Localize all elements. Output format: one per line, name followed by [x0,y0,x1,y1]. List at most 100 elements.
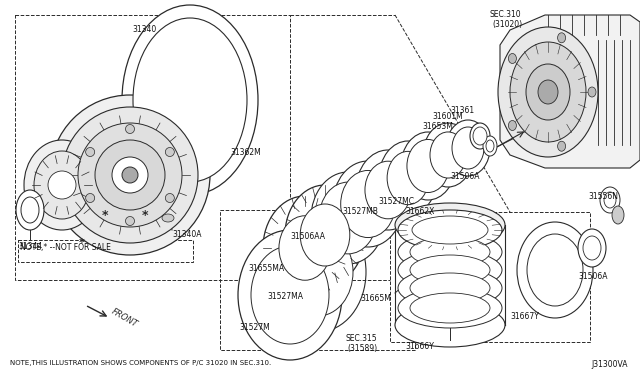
Ellipse shape [24,140,100,230]
Ellipse shape [165,148,174,157]
Ellipse shape [395,303,505,347]
Ellipse shape [379,141,437,215]
Ellipse shape [21,197,39,223]
Ellipse shape [510,42,586,142]
Ellipse shape [398,250,502,290]
Ellipse shape [517,222,593,318]
Text: 31527M: 31527M [239,323,270,332]
Ellipse shape [122,5,258,195]
Ellipse shape [527,234,583,306]
Ellipse shape [50,95,210,255]
Ellipse shape [263,196,347,300]
Ellipse shape [48,171,76,199]
Ellipse shape [483,136,497,156]
Text: *: * [102,208,108,221]
Ellipse shape [95,140,165,210]
Ellipse shape [283,228,353,316]
Text: 31361: 31361 [450,106,474,115]
Bar [15,15,290,280]
Text: (31589): (31589) [347,344,377,353]
Ellipse shape [498,27,598,157]
Text: 31506A: 31506A [578,272,607,281]
Ellipse shape [401,132,455,200]
Ellipse shape [133,18,247,182]
Bar [220,210,415,350]
Ellipse shape [588,87,596,97]
Text: 31527MB: 31527MB [342,207,378,216]
Ellipse shape [86,193,95,202]
Ellipse shape [112,157,148,193]
Ellipse shape [251,246,329,344]
Ellipse shape [612,206,624,224]
Ellipse shape [86,148,95,157]
Ellipse shape [423,123,473,187]
Ellipse shape [398,268,502,308]
Ellipse shape [538,80,558,104]
Bar [18,240,193,262]
Ellipse shape [125,125,134,134]
Text: 31340: 31340 [133,25,157,34]
Ellipse shape [470,123,490,149]
Ellipse shape [279,216,331,280]
Text: J31300VA: J31300VA [591,360,628,369]
Ellipse shape [62,107,198,243]
Ellipse shape [356,150,420,230]
Ellipse shape [398,288,502,328]
Ellipse shape [412,216,488,244]
Ellipse shape [410,237,490,267]
Text: 31527MC: 31527MC [378,197,414,206]
Ellipse shape [270,212,366,332]
Ellipse shape [578,229,606,267]
Ellipse shape [238,230,342,360]
Ellipse shape [410,293,490,323]
Ellipse shape [34,151,90,219]
Text: 31666Y: 31666Y [406,342,435,351]
Text: 31662X: 31662X [405,207,435,216]
Text: FRONT: FRONT [110,307,140,329]
Ellipse shape [398,232,502,272]
Text: 31655MA: 31655MA [248,264,284,273]
Ellipse shape [395,203,505,247]
Ellipse shape [410,273,490,303]
Ellipse shape [604,192,616,208]
Text: NOTE,THIS ILLUSTRATION SHOWS COMPONENTS OF P/C 31020 IN SEC.310.: NOTE,THIS ILLUSTRATION SHOWS COMPONENTS … [10,360,271,366]
Text: 31506AA: 31506AA [290,232,325,241]
Ellipse shape [526,64,570,120]
Ellipse shape [486,140,494,152]
Ellipse shape [473,127,487,145]
Ellipse shape [508,54,516,64]
Ellipse shape [165,193,174,202]
Ellipse shape [410,255,490,285]
Text: (31020): (31020) [492,20,522,29]
Text: 31665M: 31665M [360,294,391,303]
Ellipse shape [583,236,601,260]
Ellipse shape [122,167,138,183]
Text: 31340A: 31340A [172,230,202,239]
Text: 31556N: 31556N [588,192,618,201]
Ellipse shape [398,210,502,250]
Text: 31527MA: 31527MA [267,292,303,301]
Text: 31344: 31344 [18,242,42,251]
Text: NOTE,* --NOT FOR SALE: NOTE,* --NOT FOR SALE [20,243,111,252]
Ellipse shape [285,185,365,285]
Text: *: * [141,208,148,221]
Bar [390,212,590,342]
Ellipse shape [430,132,466,178]
Ellipse shape [557,141,566,151]
Text: *: * [79,238,85,248]
Polygon shape [500,15,640,168]
Ellipse shape [557,33,566,43]
Ellipse shape [600,187,620,213]
Text: 31506A: 31506A [450,172,479,181]
Text: SEC.315: SEC.315 [345,334,376,343]
Ellipse shape [407,140,449,193]
Ellipse shape [365,161,411,219]
Ellipse shape [340,170,396,238]
Ellipse shape [300,204,350,266]
Ellipse shape [452,127,484,169]
Ellipse shape [319,182,377,254]
Ellipse shape [508,121,516,131]
Ellipse shape [78,123,182,227]
Ellipse shape [162,214,174,222]
Text: 31601M: 31601M [432,112,463,121]
